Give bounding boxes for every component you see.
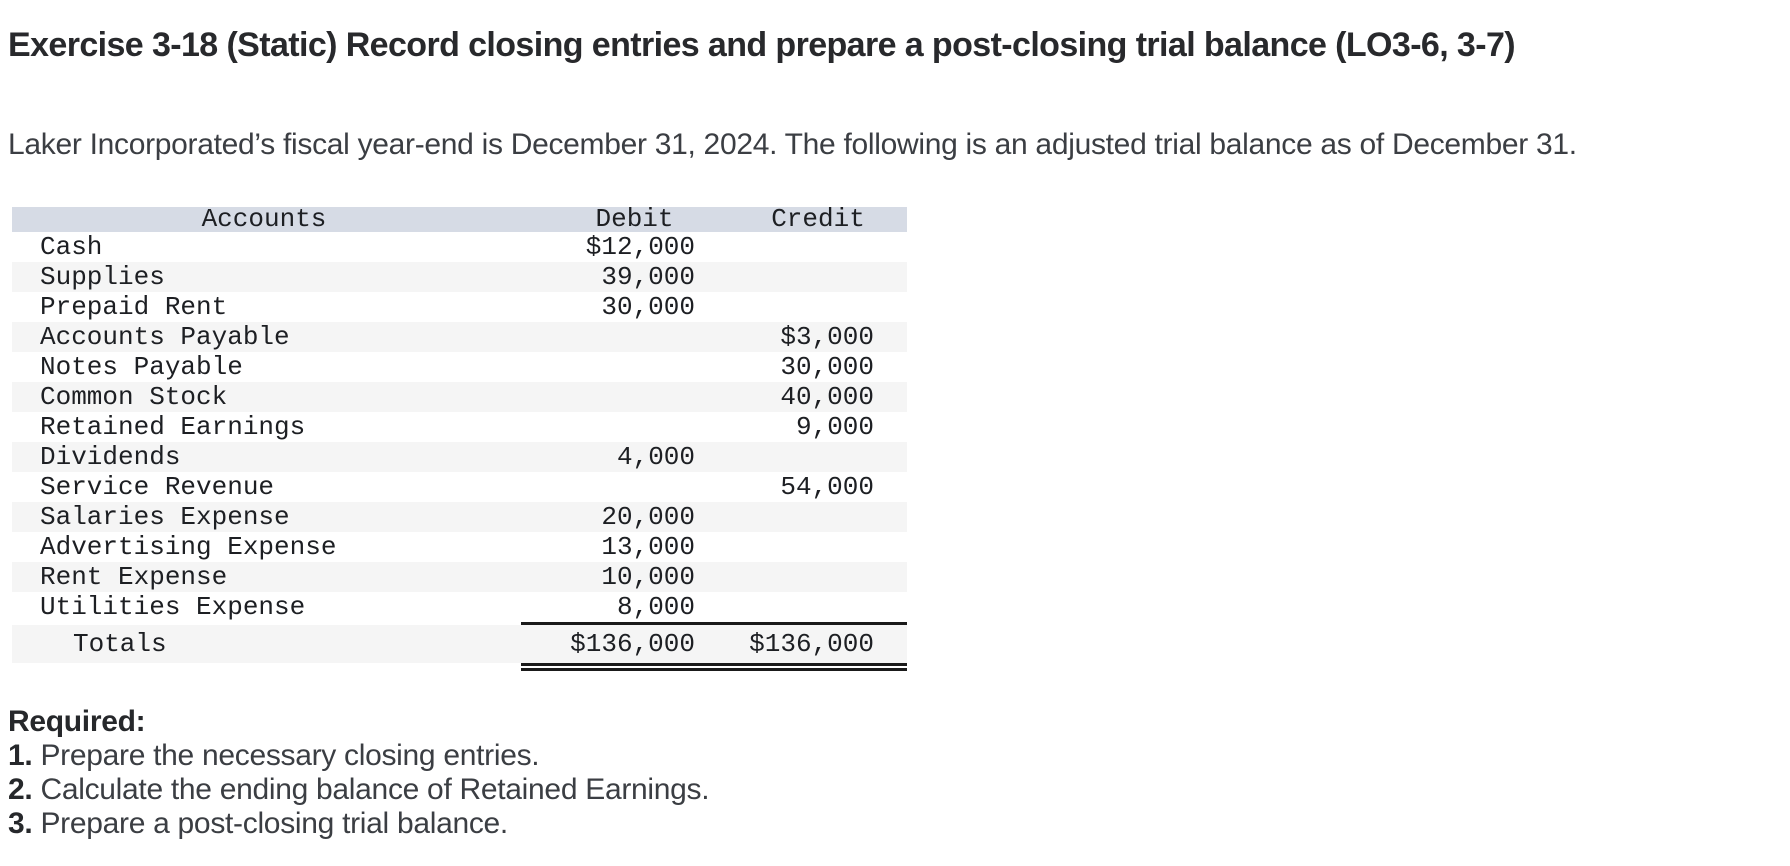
table-row: Cash $12,000 — [12, 232, 907, 262]
column-header-debit: Debit — [595, 204, 674, 234]
credit-value — [707, 232, 907, 262]
table-body: Cash $12,000 Supplies 39,000 Prepaid Ren… — [12, 232, 907, 622]
credit-value — [707, 502, 907, 532]
required-item-3: 3. Prepare a post-closing trial balance. — [8, 807, 709, 841]
account-name: Rent Expense — [40, 562, 228, 592]
table-row: Service Revenue 54,000 — [12, 472, 907, 502]
table-row: Rent Expense 10,000 — [12, 562, 907, 592]
required-heading: Required: — [8, 705, 146, 738]
debit-value: 30,000 — [601, 292, 695, 322]
table-row: Notes Payable 30,000 — [12, 352, 907, 382]
debit-value: 10,000 — [601, 562, 695, 592]
totals-top-rule — [521, 622, 907, 625]
debit-value — [462, 352, 707, 382]
debit-value — [462, 412, 707, 442]
page-title: Exercise 3-18 (Static) Record closing en… — [8, 26, 1516, 64]
required-item-3-text: Prepare a post-closing trial balance. — [40, 807, 508, 840]
required-item-2: 2. Calculate the ending balance of Retai… — [8, 773, 710, 807]
debit-value: 39,000 — [601, 262, 695, 292]
credit-value: 30,000 — [780, 352, 874, 382]
credit-value — [707, 262, 907, 292]
account-name: Notes Payable — [40, 352, 243, 382]
account-name: Prepaid Rent — [40, 292, 228, 322]
table-row: Utilities Expense 8,000 — [12, 592, 907, 622]
table-row: Retained Earnings 9,000 — [12, 412, 907, 442]
credit-value: 9,000 — [795, 412, 874, 442]
account-name: Utilities Expense — [40, 592, 306, 622]
totals-row: Totals $136,000 $136,000 — [12, 625, 907, 663]
table-header-row: Accounts Debit Credit — [12, 204, 907, 234]
required-section: Required: 1. Prepare the necessary closi… — [8, 705, 710, 841]
table-row: Dividends 4,000 — [12, 442, 907, 472]
table-row: Prepaid Rent 30,000 — [12, 292, 907, 322]
debit-value — [462, 322, 707, 352]
debit-value: 4,000 — [616, 442, 695, 472]
table-row: Accounts Payable $3,000 — [12, 322, 907, 352]
debit-value — [462, 382, 707, 412]
required-item-1: 1. Prepare the necessary closing entries… — [8, 739, 709, 773]
account-name: Cash — [40, 232, 103, 262]
totals-label: Totals — [73, 629, 167, 659]
adjusted-trial-balance-table: Accounts Debit Credit Cash $12,000 Suppl… — [12, 204, 907, 671]
account-name: Supplies — [40, 262, 165, 292]
intro-text: Laker Incorporated’s fiscal year-end is … — [8, 128, 1577, 161]
account-name: Salaries Expense — [40, 502, 290, 532]
credit-value — [707, 292, 907, 322]
account-name: Common Stock — [40, 382, 228, 412]
table-row: Advertising Expense 13,000 — [12, 532, 907, 562]
table-row: Salaries Expense 20,000 — [12, 502, 907, 532]
account-name: Retained Earnings — [40, 412, 306, 442]
required-item-1-number: 1. — [8, 739, 33, 772]
totals-credit-value: $136,000 — [749, 629, 874, 659]
credit-value — [707, 532, 907, 562]
credit-value — [707, 442, 907, 472]
credit-value: $3,000 — [780, 322, 874, 352]
debit-value: 8,000 — [616, 592, 695, 622]
debit-value: 20,000 — [601, 502, 695, 532]
account-name: Accounts Payable — [40, 322, 290, 352]
required-item-1-text: Prepare the necessary closing entries. — [40, 739, 540, 772]
credit-value — [707, 592, 907, 622]
debit-value: $12,000 — [585, 232, 695, 262]
account-name: Advertising Expense — [40, 532, 337, 562]
required-item-2-number: 2. — [8, 773, 33, 806]
required-item-3-number: 3. — [8, 807, 33, 840]
required-item-2-text: Calculate the ending balance of Retained… — [40, 773, 710, 806]
table-row: Supplies 39,000 — [12, 262, 907, 292]
totals-bottom-rule — [521, 663, 907, 671]
account-name: Service Revenue — [40, 472, 275, 502]
column-header-accounts: Accounts — [201, 204, 327, 234]
debit-value — [462, 472, 707, 502]
table-row: Common Stock 40,000 — [12, 382, 907, 412]
debit-value: 13,000 — [601, 532, 695, 562]
credit-value: 40,000 — [780, 382, 874, 412]
column-header-credit: Credit — [771, 204, 865, 234]
credit-value: 54,000 — [780, 472, 874, 502]
totals-debit-value: $136,000 — [570, 629, 695, 659]
credit-value — [707, 562, 907, 592]
account-name: Dividends — [40, 442, 181, 472]
